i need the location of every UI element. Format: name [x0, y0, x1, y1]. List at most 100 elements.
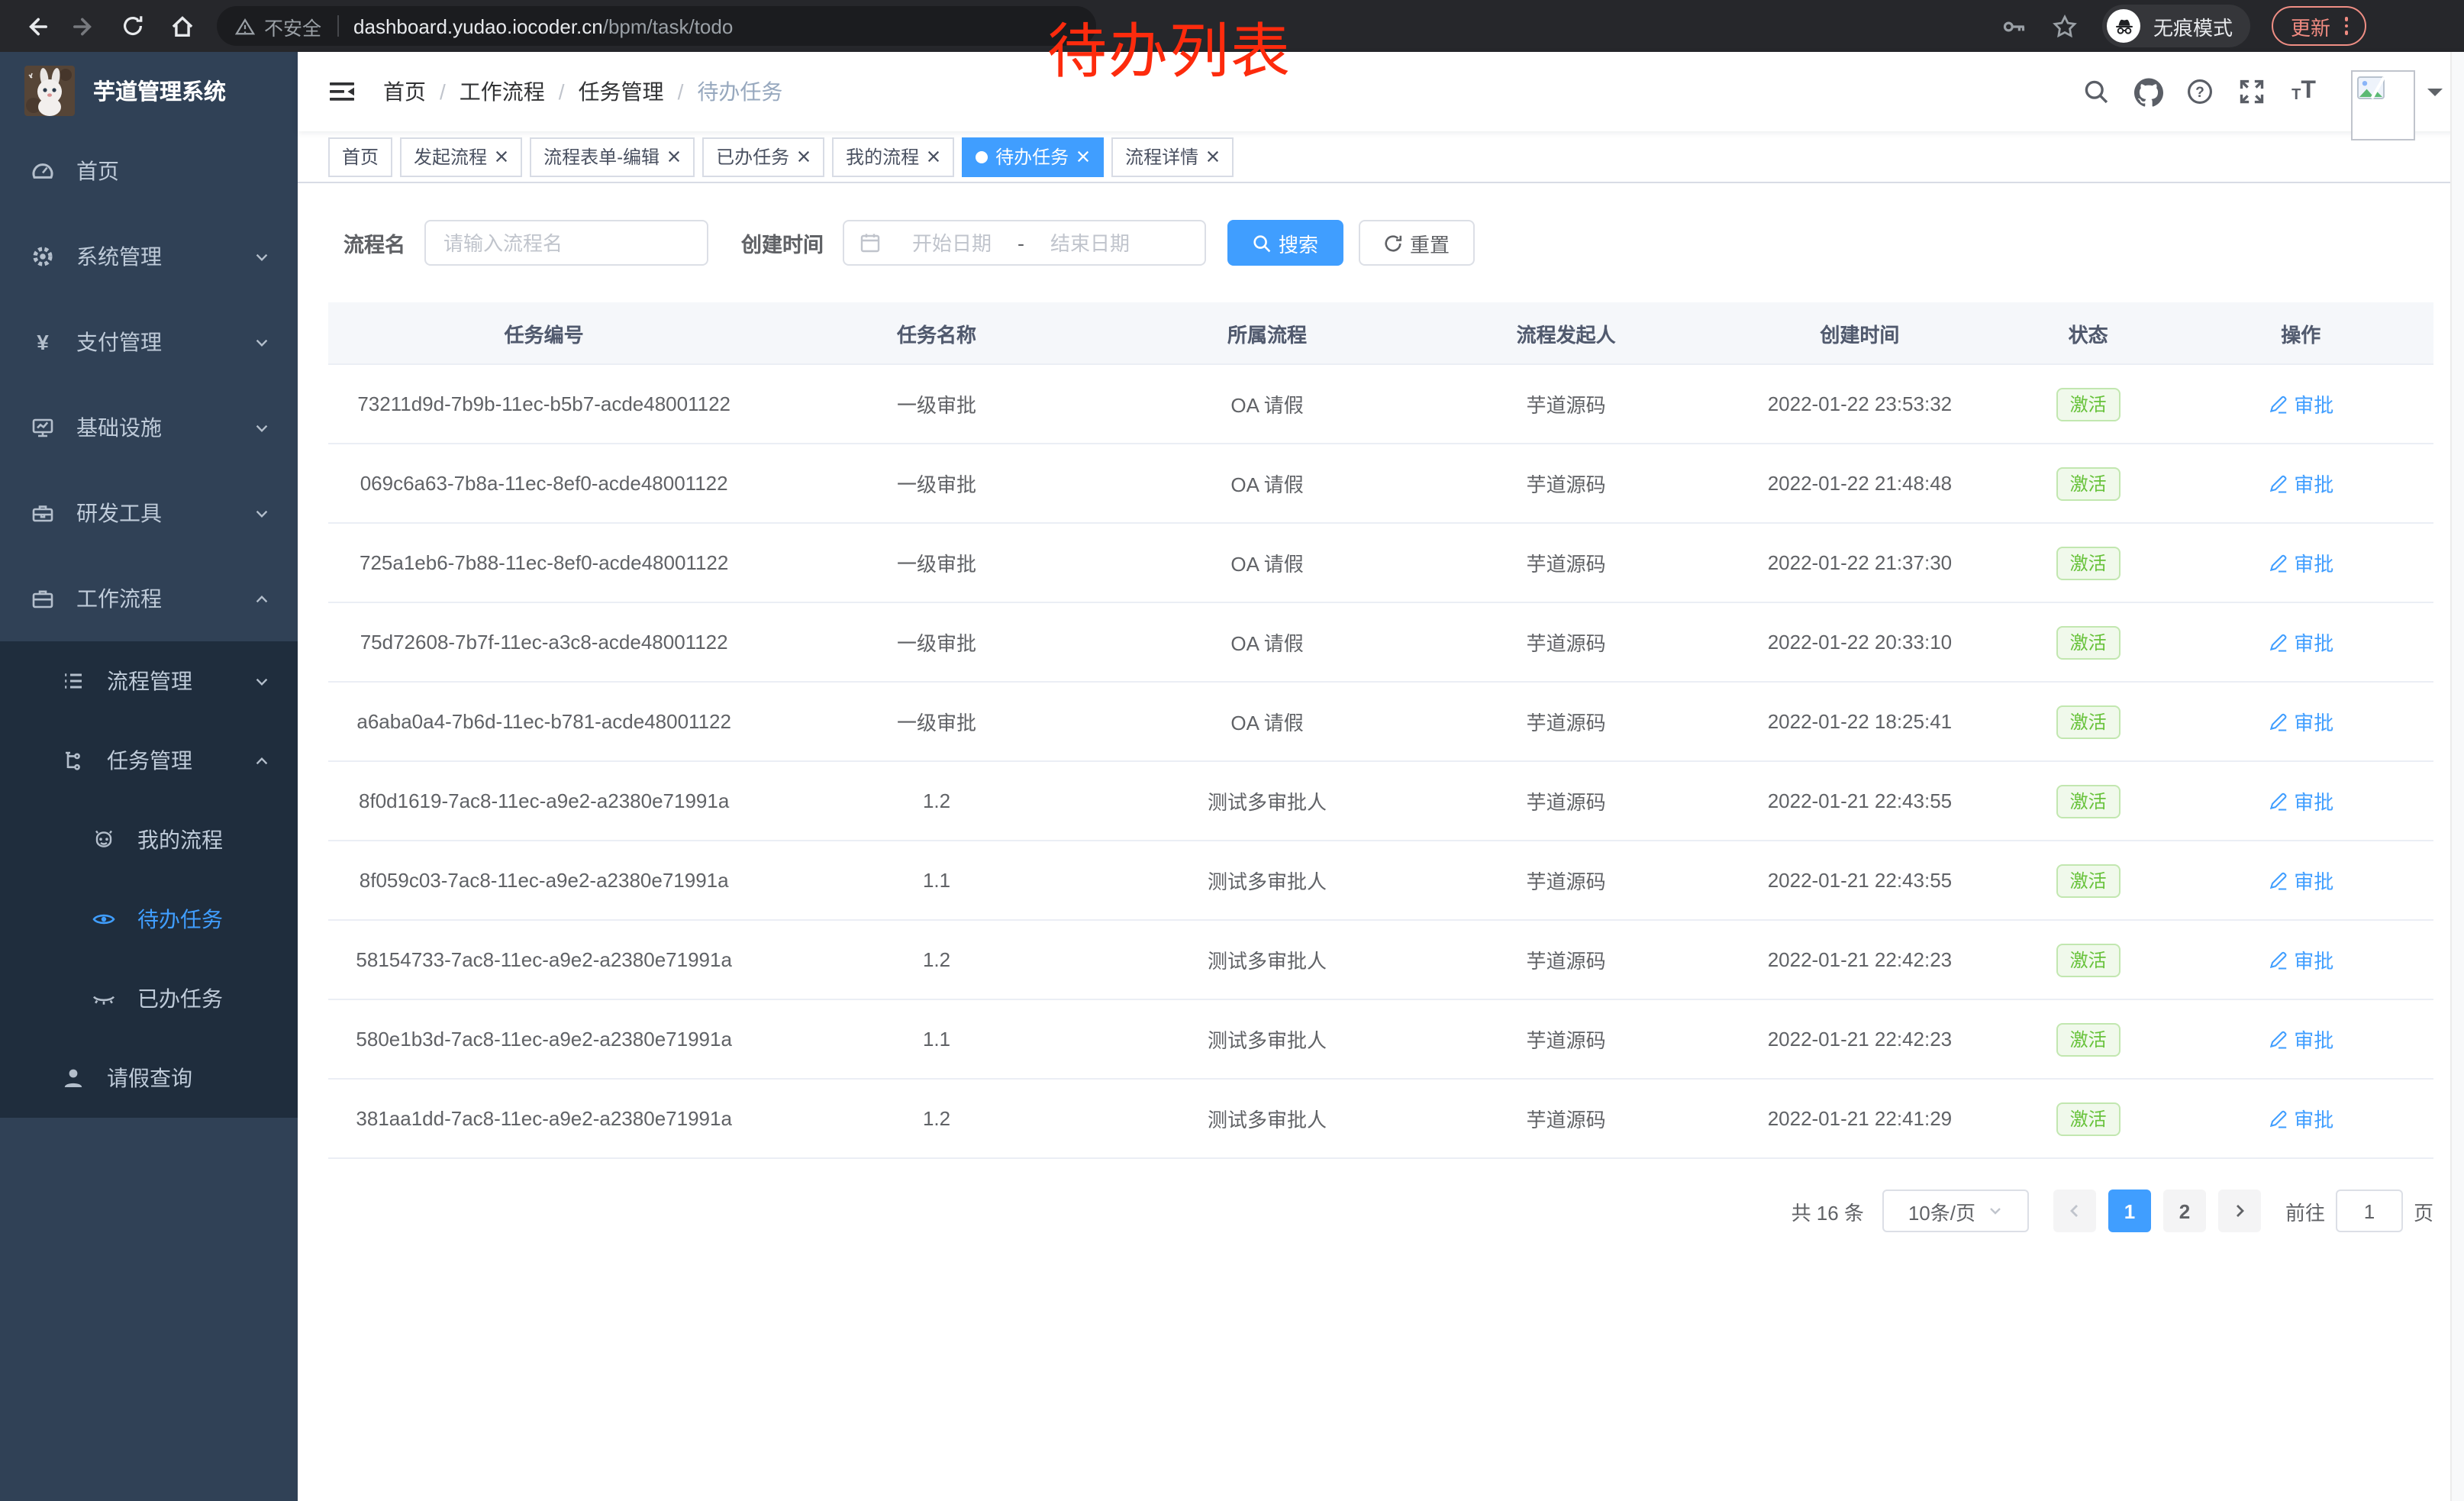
next-page-button[interactable] — [2217, 1190, 2261, 1232]
process-name-input[interactable] — [424, 220, 708, 266]
list-icon — [61, 669, 85, 693]
breadcrumb-separator: / — [440, 79, 446, 104]
approve-link[interactable]: 审批 — [2268, 866, 2333, 895]
close-icon[interactable] — [495, 150, 508, 163]
reset-button[interactable]: 重置 — [1358, 220, 1475, 266]
status-badge: 激活 — [2056, 625, 2121, 659]
github-icon[interactable] — [2122, 77, 2174, 106]
approve-link[interactable]: 审批 — [2268, 469, 2333, 498]
cell-create-time: 2022-01-21 22:42:23 — [1711, 999, 2008, 1080]
sidebar-item-devtools[interactable]: 研发工具 — [0, 470, 298, 556]
tab-todo-task[interactable]: 待办任务 — [962, 137, 1105, 176]
close-icon[interactable] — [667, 150, 681, 163]
close-icon[interactable] — [1206, 150, 1220, 163]
sidebar-item-done-task[interactable]: 已办任务 — [0, 959, 298, 1038]
star-icon[interactable] — [2053, 13, 2079, 39]
sidebar-item-workflow[interactable]: 工作流程 — [0, 556, 298, 641]
date-range-picker[interactable]: - — [842, 220, 1205, 266]
hamburger-icon[interactable] — [328, 79, 356, 104]
approve-link[interactable]: 审批 — [2268, 945, 2333, 974]
sidebar-item-leave-query[interactable]: 请假查询 — [0, 1038, 298, 1118]
pagination: 共 16 条 10条/页 1 2 前往 — [328, 1190, 2433, 1293]
approve-link[interactable]: 审批 — [2268, 707, 2333, 736]
sidebar-item-label: 待办任务 — [137, 907, 223, 931]
status-badge: 激活 — [2056, 863, 2121, 897]
approve-link[interactable]: 审批 — [2268, 1104, 2333, 1133]
sidebar-item-todo-task[interactable]: 待办任务 — [0, 880, 298, 959]
address-bar[interactable]: 不安全 dashboard.yudao.iocoder.cn/bpm/task/… — [217, 6, 1096, 46]
cell-create-time: 2022-01-22 20:33:10 — [1711, 602, 2008, 683]
table-row: 069c6a63-7b8a-11ec-8ef0-acde48001122 一级审… — [328, 444, 2433, 524]
approve-link[interactable]: 审批 — [2268, 628, 2333, 657]
kebab-menu-icon[interactable] — [2344, 17, 2348, 35]
tab-home[interactable]: 首页 — [328, 137, 393, 176]
cell-starter: 芋道源码 — [1421, 602, 1711, 683]
tab-done-task[interactable]: 已办任务 — [702, 137, 825, 176]
cell-process: OA 请假 — [1113, 444, 1421, 524]
tab-my-process[interactable]: 我的流程 — [832, 137, 955, 176]
col-task-name: 任务名称 — [760, 302, 1114, 365]
sidebar-item-task-mgmt[interactable]: 任务管理 — [0, 721, 298, 800]
close-icon[interactable] — [927, 150, 940, 163]
forward-icon[interactable] — [64, 6, 104, 46]
end-date-input[interactable] — [1027, 231, 1153, 254]
breadcrumb-separator: / — [558, 79, 565, 104]
help-icon[interactable]: ? — [2174, 78, 2226, 105]
chevron-down-icon[interactable] — [2427, 89, 2443, 104]
approve-link[interactable]: 审批 — [2268, 1025, 2333, 1054]
page-button-2[interactable]: 2 — [2162, 1190, 2206, 1232]
page-button-1[interactable]: 1 — [2108, 1190, 2151, 1232]
sidebar-item-system[interactable]: 系统管理 — [0, 214, 298, 299]
cell-create-time: 2022-01-21 22:43:55 — [1711, 761, 2008, 841]
workflow-submenu: 流程管理 任务管理 我的流程 — [0, 641, 298, 1118]
breadcrumb-item[interactable]: 任务管理 — [578, 79, 664, 104]
sidebar-item-home[interactable]: 首页 — [0, 128, 298, 214]
table-row: 58154733-7ac8-11ec-a9e2-a2380e71991a 1.2… — [328, 920, 2433, 1000]
cell-create-time: 2022-01-22 18:25:41 — [1711, 682, 2008, 762]
pen-icon — [2269, 634, 2286, 652]
breadcrumb-item[interactable]: 工作流程 — [459, 79, 545, 104]
sidebar-menu: 首页 系统管理 ¥ 支付管理 — [0, 128, 298, 1118]
search-button[interactable]: 搜索 — [1227, 220, 1343, 266]
incognito-icon — [2107, 9, 2141, 43]
tab-start-process[interactable]: 发起流程 — [400, 137, 523, 176]
close-icon[interactable] — [797, 150, 811, 163]
sidebar-item-infra[interactable]: 基础设施 — [0, 385, 298, 470]
sidebar-item-label: 研发工具 — [76, 501, 162, 525]
cell-task-name: 一级审批 — [760, 602, 1114, 683]
sidebar-item-payment[interactable]: ¥ 支付管理 — [0, 299, 298, 385]
sidebar-item-label: 工作流程 — [76, 586, 162, 611]
tab-form-edit[interactable]: 流程表单-编辑 — [530, 137, 695, 176]
table-row: a6aba0a4-7b6d-11ec-b781-acde48001122 一级审… — [328, 682, 2433, 762]
search-icon[interactable] — [2070, 78, 2122, 105]
approve-link[interactable]: 审批 — [2268, 786, 2333, 815]
close-icon[interactable] — [1076, 150, 1090, 163]
tab-process-detail[interactable]: 流程详情 — [1111, 137, 1234, 176]
home-icon[interactable] — [162, 6, 202, 46]
key-icon[interactable] — [2002, 13, 2028, 39]
approve-link[interactable]: 审批 — [2268, 548, 2333, 577]
back-icon[interactable] — [15, 6, 55, 46]
table-header-row: 任务编号 任务名称 所属流程 流程发起人 创建时间 状态 操作 — [328, 302, 2433, 365]
sidebar-item-label: 基础设施 — [76, 415, 162, 440]
breadcrumb-item[interactable]: 首页 — [383, 79, 426, 104]
update-button[interactable]: 更新 — [2272, 6, 2366, 46]
cell-create-time: 2022-01-22 21:48:48 — [1711, 444, 2008, 524]
page-size-select[interactable]: 10条/页 — [1882, 1190, 2029, 1232]
avatar[interactable] — [2351, 70, 2415, 140]
cell-starter: 芋道源码 — [1421, 841, 1711, 921]
pen-icon — [2269, 713, 2286, 731]
start-date-input[interactable] — [889, 231, 1014, 254]
cell-task-id: 381aa1dd-7ac8-11ec-a9e2-a2380e71991a — [328, 1079, 760, 1159]
robot-icon — [92, 828, 116, 852]
browser-scrollbar[interactable] — [2450, 52, 2464, 1501]
approve-link[interactable]: 审批 — [2268, 389, 2333, 418]
fullscreen-icon[interactable] — [2226, 78, 2278, 105]
reload-icon[interactable] — [113, 6, 153, 46]
sidebar-item-my-process[interactable]: 我的流程 — [0, 800, 298, 880]
prev-page-button[interactable] — [2053, 1190, 2096, 1232]
goto-page-input[interactable] — [2335, 1190, 2403, 1232]
sidebar-item-process-mgmt[interactable]: 流程管理 — [0, 641, 298, 721]
status-badge: 激活 — [2056, 466, 2121, 500]
